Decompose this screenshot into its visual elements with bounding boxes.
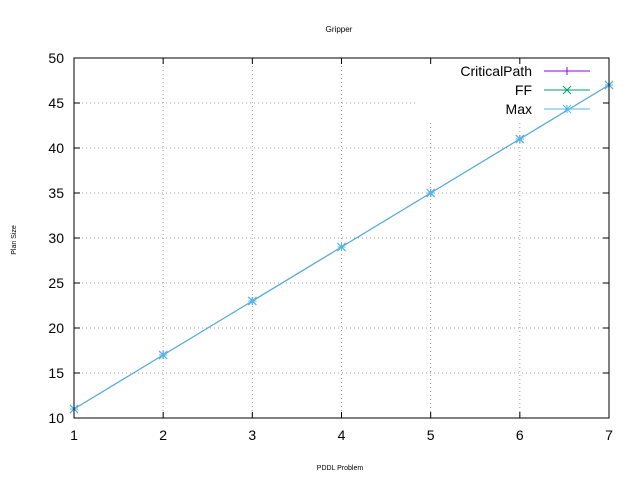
legend-label-criticalpath: CriticalPath [460,63,532,79]
y-tick-label: 15 [48,365,64,381]
x-tick-label: 6 [516,427,524,443]
data-point-max [515,134,525,144]
x-tick-label: 5 [427,427,435,443]
legend-marker-max [562,104,572,114]
y-tick-label: 50 [48,50,64,66]
legend-label-max: Max [506,101,532,117]
x-tick-label: 1 [70,427,78,443]
data-point-max [426,188,436,198]
grid [74,58,609,418]
x-tick-label: 4 [338,427,346,443]
y-tick-label: 10 [48,410,64,426]
legend-marker-ff [562,85,572,95]
y-tick-label: 20 [48,320,64,336]
legend-label-ff: FF [515,82,532,98]
y-tick-label: 40 [48,140,64,156]
legend-marker-criticalpath [563,67,571,75]
y-tick-label: 25 [48,275,64,291]
x-axis-title: PDDL Problem [317,465,364,472]
y-tick-label: 45 [48,95,64,111]
y-axis-title: Plan Size [11,225,18,255]
y-tick-label: 35 [48,185,64,201]
x-tick-label: 2 [159,427,167,443]
legend: CriticalPath FF Max [460,63,590,117]
y-tick-label: 30 [48,230,64,246]
x-tick-label: 3 [248,427,256,443]
data-point-max [337,242,346,252]
data-point-max [158,350,168,360]
series-lines [69,80,614,414]
x-tick-label: 7 [605,427,613,443]
plot-frame [73,57,610,419]
chart-title: Gripper [326,25,353,34]
data-point-max [247,296,257,306]
